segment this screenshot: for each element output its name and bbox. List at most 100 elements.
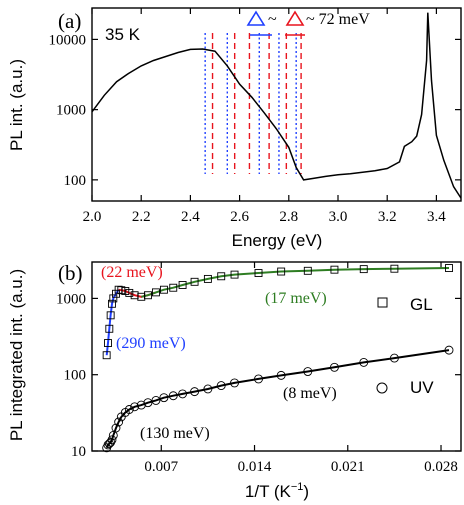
fit-label-130mev: (130 meV) (140, 425, 210, 442)
tilde-symbol: ~ (268, 11, 277, 28)
panel-b-xlabel-close: ) (303, 482, 309, 501)
panel-a: (a) 35 K 2.0 2.2 2.4 2.6 2.8 3.0 3.2 3.4 100 1000… (7, 7, 462, 250)
gl-data-point (125, 288, 134, 297)
legend-square-icon (377, 297, 388, 308)
gl-data-point (190, 277, 199, 286)
x-tick-label: 2.6 (230, 209, 249, 225)
panel-a-label: (a) (58, 9, 81, 33)
uv-data-point (151, 395, 161, 405)
uv-data-point (143, 398, 153, 408)
panel-b-label: (b) (58, 261, 83, 285)
gl-data-point (151, 288, 160, 297)
gl-data-point (117, 286, 126, 295)
fit-label-290mev: (290 meV) (116, 335, 186, 352)
uv-data-point (190, 387, 200, 397)
fit-curve-22mev (118, 288, 157, 298)
legend-gl-label: GL (410, 295, 433, 314)
gl-data-point (217, 272, 226, 281)
x-tick-label: 3.2 (378, 209, 397, 225)
pl-spectrum-line (91, 12, 462, 199)
energy-spacing-legend: ~ ~ 72 meV (246, 10, 370, 36)
gl-data-point (143, 291, 152, 300)
uv-data-point (130, 402, 140, 412)
temperature-label: 35 K (105, 25, 141, 44)
uv-data-point (107, 435, 117, 445)
y-tick-label: 100 (64, 368, 87, 384)
gl-data-point (230, 270, 239, 279)
data-points (102, 264, 454, 453)
uv-data-point (444, 345, 454, 355)
panel-a-xlabel: Energy (eV) (232, 231, 323, 250)
energy-spacing-text: ~ 72 meV (306, 11, 370, 28)
fit-label-17mev: (17 meV) (265, 290, 327, 307)
gl-data-point (159, 285, 168, 294)
uv-data-point (329, 362, 339, 372)
uv-data-point (159, 393, 169, 403)
uv-data-point (303, 367, 313, 376)
legend-circle-icon (376, 382, 388, 394)
uv-data-point (111, 423, 121, 433)
x-tick-label: 2.8 (279, 209, 298, 225)
gl-data-point (108, 299, 116, 308)
uv-data-point (136, 400, 146, 410)
gl-data-point (390, 264, 399, 273)
uv-data-point (216, 381, 226, 391)
x-tick-label: 3.4 (427, 209, 446, 225)
gl-data-point (359, 265, 368, 274)
uv-data-point (203, 384, 213, 394)
fit-curve-17mev (141, 267, 450, 298)
gl-data-point (169, 283, 178, 292)
gl-data-point (109, 294, 118, 303)
y-tick-label: 1000 (56, 103, 86, 119)
gl-data-point (303, 266, 312, 275)
gl-data-point (277, 267, 286, 276)
gl-data-point (178, 281, 187, 289)
y-tick-label: 1000 (56, 291, 86, 307)
gl-data-point (102, 351, 111, 360)
panel-b-xlabel: 1/T (K−1) (245, 481, 309, 501)
x-tick-label: 0.014 (238, 459, 272, 475)
panel-b-ticks: 0.007 0.014 0.021 0.028 10 100 1000 (56, 262, 461, 475)
blue-triangle-icon (246, 10, 266, 26)
panel-b-xlabel-exponent: −1 (291, 481, 304, 493)
x-tick-label: 2.4 (181, 209, 200, 225)
fit-label-8mev: (8 meV) (283, 385, 337, 402)
legend-uv-label: UV (410, 378, 434, 397)
panel-b-ylabel: PL integrated int. (a.u.) (7, 269, 26, 441)
gl-data-point (254, 269, 263, 277)
gl-data-point (104, 339, 112, 347)
gl-data-point (106, 311, 115, 320)
uv-data-point (114, 417, 124, 427)
uv-data-point (276, 370, 286, 380)
red-triangle-icon (285, 10, 305, 26)
x-tick-label: 2.0 (83, 209, 102, 225)
uv-data-point (124, 405, 134, 414)
uv-data-point (359, 357, 369, 367)
gl-data-point (203, 274, 212, 283)
gl-data-point (121, 287, 130, 295)
x-tick-label: 2.2 (132, 209, 151, 225)
gl-data-point (330, 265, 339, 274)
fit-label-22mev: (22 meV) (101, 264, 163, 281)
panel-a-ticks: 2.0 2.2 2.4 2.6 2.8 3.0 3.2 3.4 100 1000 10000 (49, 8, 461, 225)
panel-a-ylabel: PL int. (a.u.) (7, 59, 26, 151)
uv-data-point (230, 378, 239, 388)
panel-b: (b) 0.007 0.014 0.021 0.028 10 100 1000 (22 me… (7, 261, 462, 501)
gl-data-point (445, 264, 453, 272)
y-tick-label: 10 (71, 444, 86, 460)
uv-data-point (178, 389, 188, 399)
energy-markers (204, 33, 302, 174)
uv-data-point (168, 391, 178, 401)
uv-data-point (254, 374, 263, 384)
fit-curve-uv (105, 349, 450, 449)
uv-data-point (389, 353, 399, 363)
panel-b-xlabel-main: 1/T (K (245, 482, 292, 501)
panel-b-frame (91, 261, 462, 452)
y-tick-label: 10000 (49, 32, 87, 48)
fit-curves (105, 267, 450, 449)
x-tick-label: 0.007 (144, 459, 178, 475)
x-tick-label: 0.028 (424, 459, 458, 475)
x-tick-label: 0.021 (331, 459, 365, 475)
x-tick-label: 3.0 (329, 209, 348, 225)
